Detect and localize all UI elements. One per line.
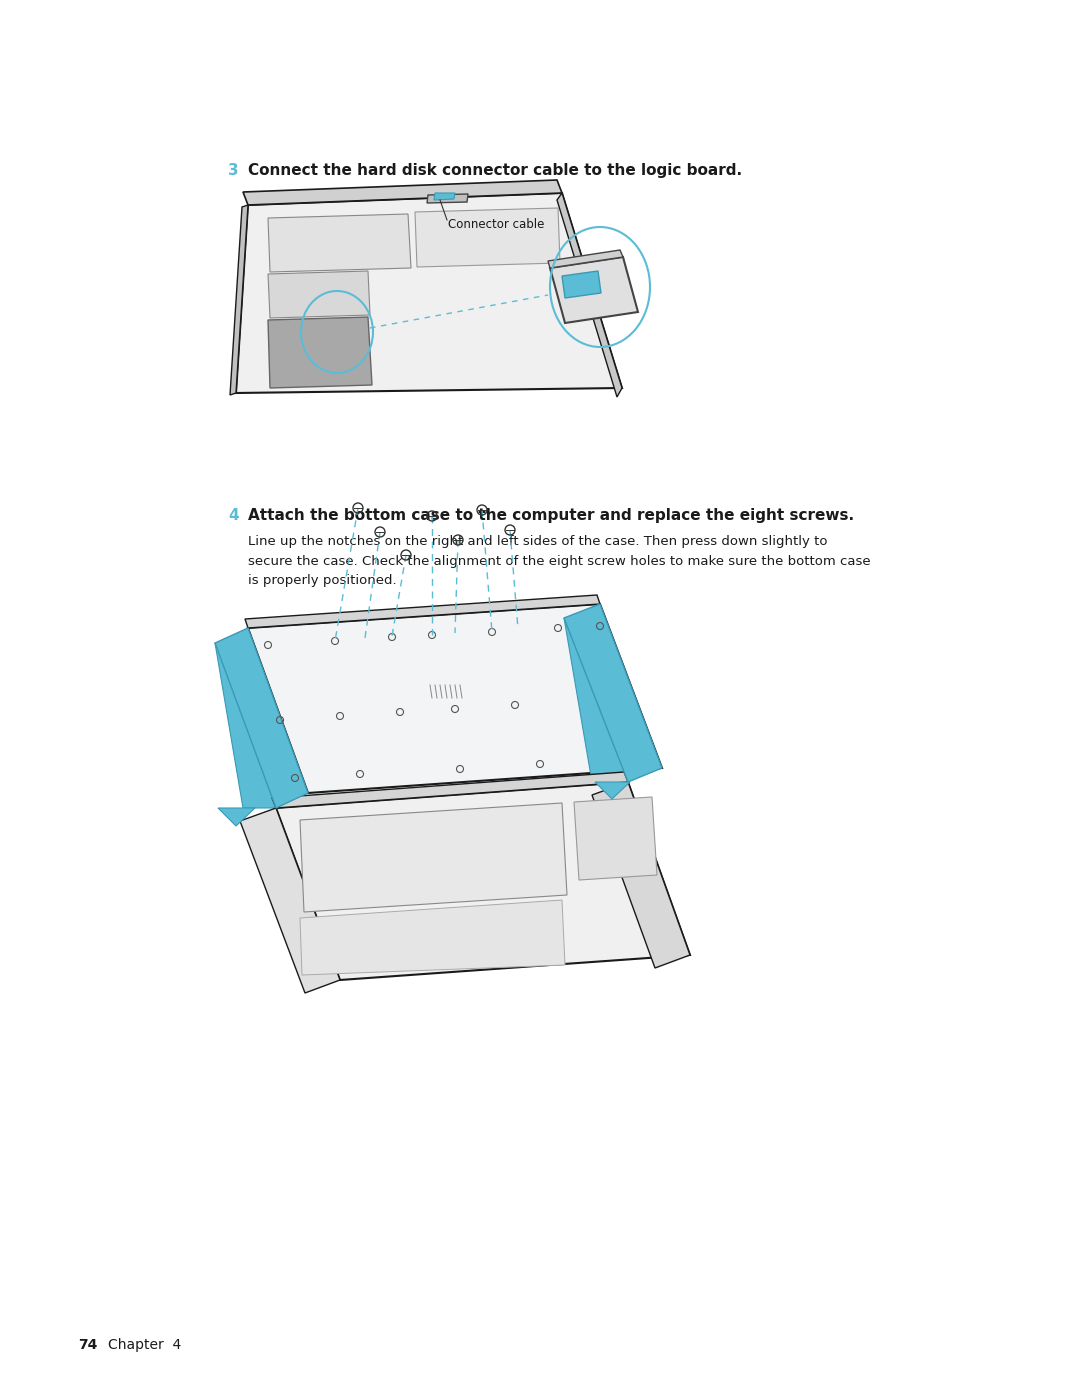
Polygon shape [272,773,627,807]
Polygon shape [550,257,638,323]
Polygon shape [215,629,308,807]
Polygon shape [557,193,622,397]
Polygon shape [548,250,623,268]
Polygon shape [240,807,340,993]
Polygon shape [268,317,372,388]
Text: Line up the notches on the right and left sides of the case. Then press down sli: Line up the notches on the right and lef… [248,535,870,587]
Polygon shape [564,617,627,782]
Polygon shape [268,271,370,319]
Polygon shape [230,205,248,395]
Polygon shape [276,782,690,981]
Text: Connector cable: Connector cable [448,218,544,231]
Text: 3: 3 [228,163,239,177]
Text: Chapter  4: Chapter 4 [108,1338,181,1352]
Polygon shape [237,193,622,393]
Polygon shape [245,595,600,629]
Polygon shape [573,798,657,880]
Polygon shape [248,604,662,793]
Text: Connect the hard disk connector cable to the logic board.: Connect the hard disk connector cable to… [248,163,742,177]
Polygon shape [300,900,565,975]
Polygon shape [218,807,255,826]
Polygon shape [434,193,455,200]
Text: 74: 74 [78,1338,97,1352]
Polygon shape [595,782,630,799]
Polygon shape [564,604,662,782]
Polygon shape [592,782,690,968]
Polygon shape [427,194,468,203]
Text: 4: 4 [228,509,239,522]
Polygon shape [562,271,600,298]
Polygon shape [300,803,567,912]
Polygon shape [268,214,411,272]
Polygon shape [243,180,562,205]
Text: Attach the bottom case to the computer and replace the eight screws.: Attach the bottom case to the computer a… [248,509,854,522]
Polygon shape [215,643,276,807]
Polygon shape [415,208,561,267]
